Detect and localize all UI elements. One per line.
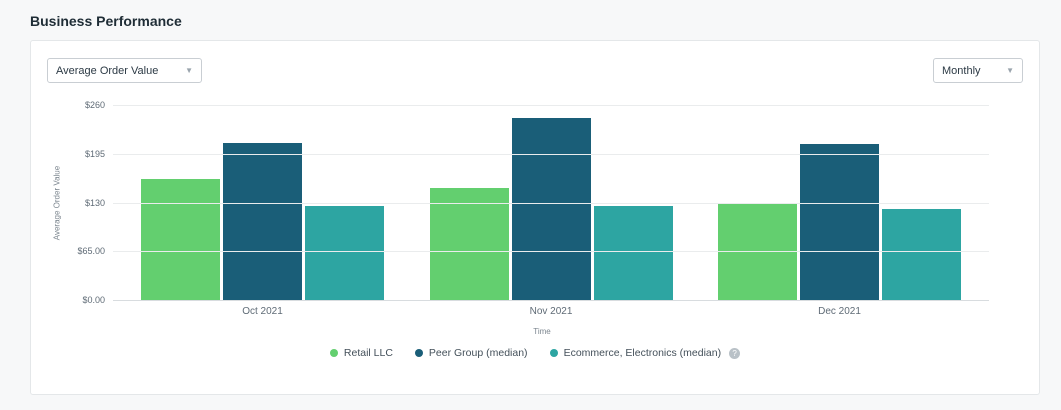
gridline <box>113 153 989 155</box>
bar-group <box>141 105 384 300</box>
page-title: Business Performance <box>30 13 182 29</box>
legend-dot <box>414 349 423 357</box>
metric-dropdown[interactable]: Average Order Value ▼ <box>47 58 202 83</box>
bar-group <box>718 105 961 300</box>
x-axis-ticks: Oct 2021 Nov 2021 Dec 2021 <box>113 306 989 317</box>
x-tick-label: Nov 2021 <box>529 306 573 317</box>
x-tick-label: Oct 2021 <box>242 306 283 317</box>
chevron-down-icon: ▼ <box>185 66 193 75</box>
y-tick-label: $0.00 <box>82 295 105 305</box>
bar[interactable] <box>800 144 879 300</box>
bar-chart: Average Order Value $260 $195 $130 $65.00 $0… <box>49 100 989 305</box>
legend-item[interactable]: Ecommerce, Electronics (median)? <box>549 347 741 359</box>
gridline <box>113 251 989 253</box>
bar-groups <box>113 105 989 300</box>
y-tick-label: $130 <box>84 197 105 208</box>
bar-group <box>429 105 673 300</box>
x-tick-label: Dec 2021 <box>818 306 861 317</box>
business-performance-card: Average Order Value ▼ Monthly ▼ Average … <box>30 40 1040 395</box>
bar[interactable] <box>141 179 220 300</box>
y-axis-title: Average Order Value <box>52 165 62 240</box>
period-dropdown[interactable]: Monthly ▼ <box>933 58 1023 83</box>
legend-dot <box>549 349 558 357</box>
chevron-down-icon: ▼ <box>1006 66 1014 75</box>
gridline <box>113 300 989 301</box>
plot-area <box>113 105 989 301</box>
y-tick-label: $260 <box>84 100 105 110</box>
gridline <box>113 202 989 204</box>
y-tick-label: $195 <box>84 148 105 159</box>
bar[interactable] <box>429 188 509 300</box>
x-axis-title: Time <box>533 327 551 336</box>
y-tick-label: $65.00 <box>77 246 105 257</box>
legend-label: Ecommerce, Electronics (median) <box>563 347 722 359</box>
legend-item[interactable]: Peer Group (median) <box>414 347 528 359</box>
period-dropdown-value: Monthly <box>942 64 981 77</box>
legend-dot <box>329 349 338 357</box>
metric-dropdown-value: Average Order Value <box>56 64 159 77</box>
chart-legend: Retail LLC Peer Group (median) Ecommerce, … <box>31 347 1039 359</box>
y-axis-ticks: $260 $195 $130 $65.00 $0.00 <box>65 100 113 305</box>
bar[interactable] <box>511 117 591 300</box>
bar[interactable] <box>593 206 673 300</box>
gridline <box>113 105 989 106</box>
bar[interactable] <box>223 142 302 300</box>
chart-controls: Average Order Value ▼ Monthly ▼ <box>31 41 1039 83</box>
bar[interactable] <box>882 209 961 300</box>
legend-item[interactable]: Retail LLC <box>329 347 393 359</box>
bar[interactable] <box>305 205 384 300</box>
legend-label: Retail LLC <box>343 347 393 359</box>
legend-label: Peer Group (median) <box>428 347 528 359</box>
info-icon[interactable]: ? <box>729 347 741 359</box>
